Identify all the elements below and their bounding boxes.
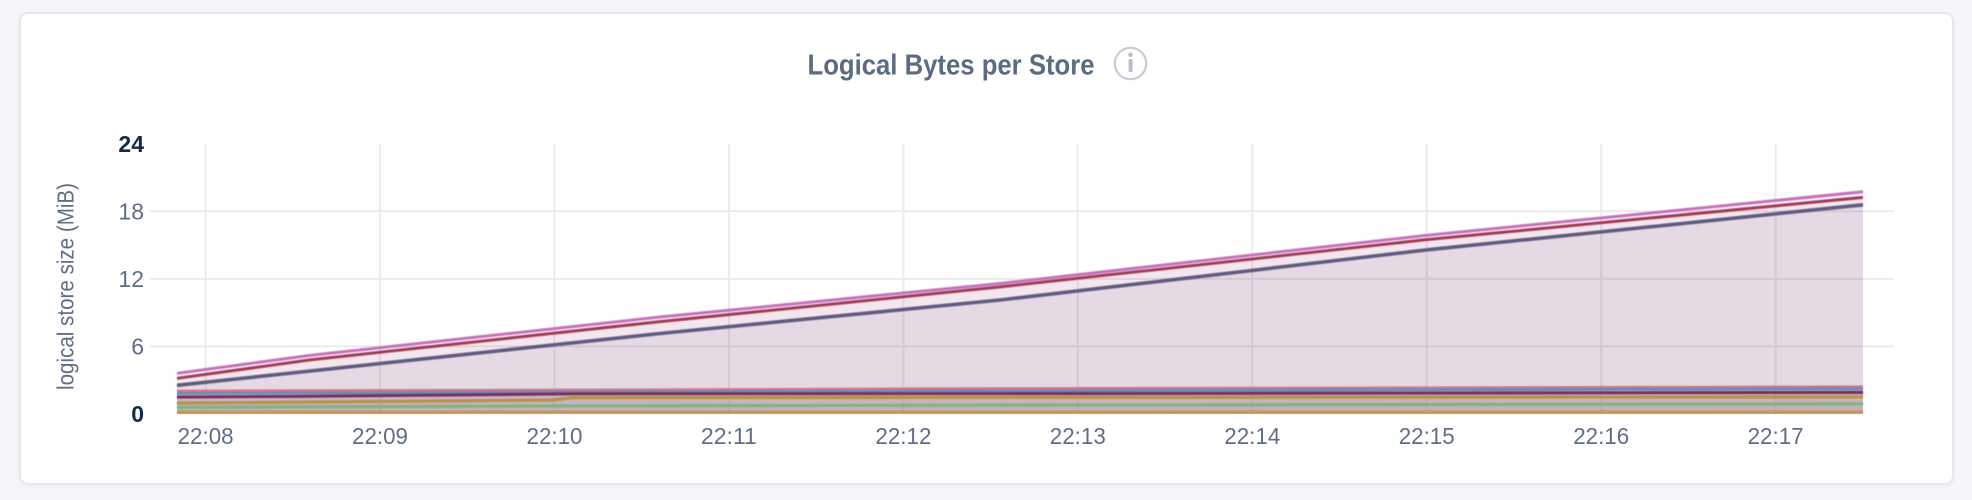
svg-text:22:09: 22:09 bbox=[352, 423, 408, 449]
svg-text:22:16: 22:16 bbox=[1573, 423, 1629, 449]
svg-text:12: 12 bbox=[118, 266, 144, 292]
svg-text:24: 24 bbox=[118, 131, 144, 157]
svg-text:22:13: 22:13 bbox=[1050, 423, 1106, 449]
svg-text:0: 0 bbox=[131, 401, 144, 427]
svg-text:22:14: 22:14 bbox=[1224, 423, 1280, 449]
svg-text:Logical Bytes per Store: Logical Bytes per Store bbox=[808, 50, 1095, 82]
svg-text:18: 18 bbox=[118, 198, 144, 224]
svg-text:22:08: 22:08 bbox=[178, 423, 234, 449]
svg-text:22:15: 22:15 bbox=[1399, 423, 1455, 449]
svg-text:logical store size (MiB): logical store size (MiB) bbox=[53, 183, 79, 390]
svg-text:22:12: 22:12 bbox=[875, 423, 931, 449]
svg-text:22:11: 22:11 bbox=[701, 423, 757, 449]
svg-text:22:17: 22:17 bbox=[1748, 423, 1804, 449]
svg-text:6: 6 bbox=[131, 334, 144, 360]
svg-text:22:10: 22:10 bbox=[527, 423, 583, 449]
